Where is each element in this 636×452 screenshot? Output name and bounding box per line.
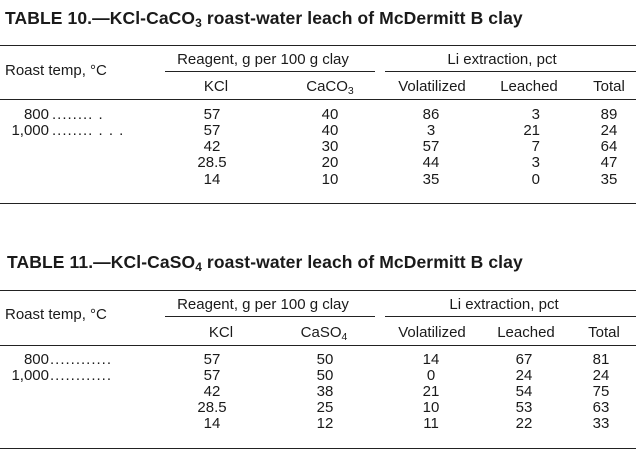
table-10-kcl: 28.5 <box>197 154 227 171</box>
table-11-title-subscript: 4 <box>195 260 202 274</box>
table-10-total: 47 <box>600 154 618 171</box>
table-10-header-rule <box>0 99 636 100</box>
table-11-leached: 22 <box>515 415 533 432</box>
table-10-total: 24 <box>600 122 618 139</box>
table-10-total: 89 <box>600 106 618 123</box>
table-11-kcl: 14 <box>203 415 221 432</box>
table-10-total: 35 <box>600 171 618 188</box>
table-11-group-rule-li <box>385 316 636 317</box>
table-10-title-subscript: 3 <box>195 16 202 30</box>
table-10-col-kcl: KCl <box>203 78 229 95</box>
table-11-temp-dots: ............ <box>50 351 113 368</box>
table-10-title-suffix: roast-water leach of McDermitt B clay <box>201 8 523 28</box>
table-10-volatilized: 86 <box>422 106 440 123</box>
table-11-total: 63 <box>592 399 610 416</box>
table-10-leached: 0 <box>531 171 540 188</box>
table-10-caco3: 10 <box>321 171 339 188</box>
table-11-col-caso4-sub: 4 <box>341 331 348 343</box>
table-10-leached: 3 <box>531 154 540 171</box>
table-10-group-li-extraction: Li extraction, pct <box>447 51 557 68</box>
table-10-stub-header: Roast temp, °C <box>5 62 107 79</box>
table-10-temp: 1,000 <box>11 122 49 139</box>
table-10-group-rule-reagent <box>165 71 375 72</box>
table-10-title-prefix: TABLE 10.—KCl-CaCO <box>5 8 196 28</box>
table-11-col-kcl: KCl <box>208 324 234 341</box>
table-10-temp: 800 <box>23 106 49 123</box>
table-10-volatilized: 44 <box>422 154 440 171</box>
table-10-total: 64 <box>600 138 618 155</box>
table-10-caco3: 20 <box>321 154 339 171</box>
table-11-col-caso4: CaSO4 <box>300 324 348 343</box>
table-10-volatilized: 57 <box>422 138 440 155</box>
table-10-group-rule-li <box>385 71 636 72</box>
table-10-kcl: 42 <box>203 138 221 155</box>
table-11-leached: 54 <box>515 383 533 400</box>
table-11-volatilized: 11 <box>423 415 439 432</box>
table-10-leached: 21 <box>523 122 540 139</box>
table-11-volatilized: 10 <box>422 399 440 416</box>
table-10-col-total: Total <box>593 78 625 95</box>
table-11-group-rule-reagent <box>165 316 375 317</box>
table-10-top-rule <box>0 45 636 46</box>
table-11-leached: 67 <box>515 351 533 368</box>
table-11-leached: 53 <box>515 399 533 416</box>
table-11-title-prefix: TABLE 11.—KCl-CaSO <box>7 252 196 272</box>
table-11-temp: 1,000 <box>11 367 49 384</box>
table-11-caso4: 12 <box>316 415 334 432</box>
table-10-kcl: 14 <box>203 171 221 188</box>
table-11-stub-header: Roast temp, °C <box>5 306 107 323</box>
table-11-caso4: 38 <box>316 383 334 400</box>
table-10-col-leached: Leached <box>500 78 558 95</box>
table-10-leached: 3 <box>531 106 540 123</box>
table-11-total: 24 <box>592 367 610 384</box>
table-10-kcl: 57 <box>203 106 221 123</box>
table-11-col-caso4-base: CaSO <box>300 324 342 341</box>
table-10-col-caco3-sub: 3 <box>347 85 354 97</box>
table-10-col-caco3: CaCO3 <box>306 78 354 97</box>
table-10-caco3: 40 <box>321 106 339 123</box>
table-11-caso4: 25 <box>316 399 334 416</box>
table-11-caso4: 50 <box>316 367 334 384</box>
table-11-leached: 24 <box>515 367 533 384</box>
table-11-title-suffix: roast-water leach of McDermitt B clay <box>201 252 523 272</box>
table-10-title: TABLE 10.—KCl-CaCO3 roast-water leach of… <box>5 8 523 30</box>
table-10-volatilized: 3 <box>426 122 436 139</box>
table-11-kcl: 28.5 <box>197 399 227 416</box>
table-10-group-reagent: Reagent, g per 100 g clay <box>177 51 349 68</box>
table-10-kcl: 57 <box>203 122 221 139</box>
table-11-kcl: 57 <box>203 367 221 384</box>
table-10-temp-dots: ........ . <box>52 106 104 123</box>
table-10-volatilized: 35 <box>422 171 440 188</box>
table-11-volatilized: 0 <box>426 367 436 384</box>
table-11-col-total: Total <box>588 324 620 341</box>
table-11-header-rule <box>0 345 636 346</box>
table-11-group-reagent: Reagent, g per 100 g clay <box>177 296 349 313</box>
table-10-caco3: 40 <box>321 122 339 139</box>
table-11-volatilized: 14 <box>422 351 440 368</box>
table-11-col-volatilized: Volatilized <box>398 324 466 341</box>
table-11-bottom-rule <box>0 448 636 449</box>
table-11-total: 81 <box>592 351 610 368</box>
table-11-title: TABLE 11.—KCl-CaSO4 roast-water leach of… <box>7 252 523 274</box>
table-11-volatilized: 21 <box>422 383 440 400</box>
table-11-caso4: 50 <box>316 351 334 368</box>
table-11-kcl: 57 <box>203 351 221 368</box>
table-10-col-caco3-base: CaCO <box>306 78 348 95</box>
table-11-temp-dots: ............ <box>50 367 113 384</box>
table-11-group-li-extraction: Li extraction, pct <box>449 296 559 313</box>
table-10-caco3: 30 <box>321 138 339 155</box>
table-11-top-rule <box>0 290 636 291</box>
table-10-leached: 7 <box>531 138 540 155</box>
table-10-col-volatilized: Volatilized <box>398 78 466 95</box>
table-11-total: 75 <box>592 383 610 400</box>
table-10-temp-dots: ........ . . . <box>52 122 125 139</box>
table-10-bottom-rule <box>0 203 636 204</box>
table-11-kcl: 42 <box>203 383 221 400</box>
table-11-total: 33 <box>592 415 610 432</box>
table-11-temp: 800 <box>23 351 49 368</box>
table-11-col-leached: Leached <box>497 324 555 341</box>
